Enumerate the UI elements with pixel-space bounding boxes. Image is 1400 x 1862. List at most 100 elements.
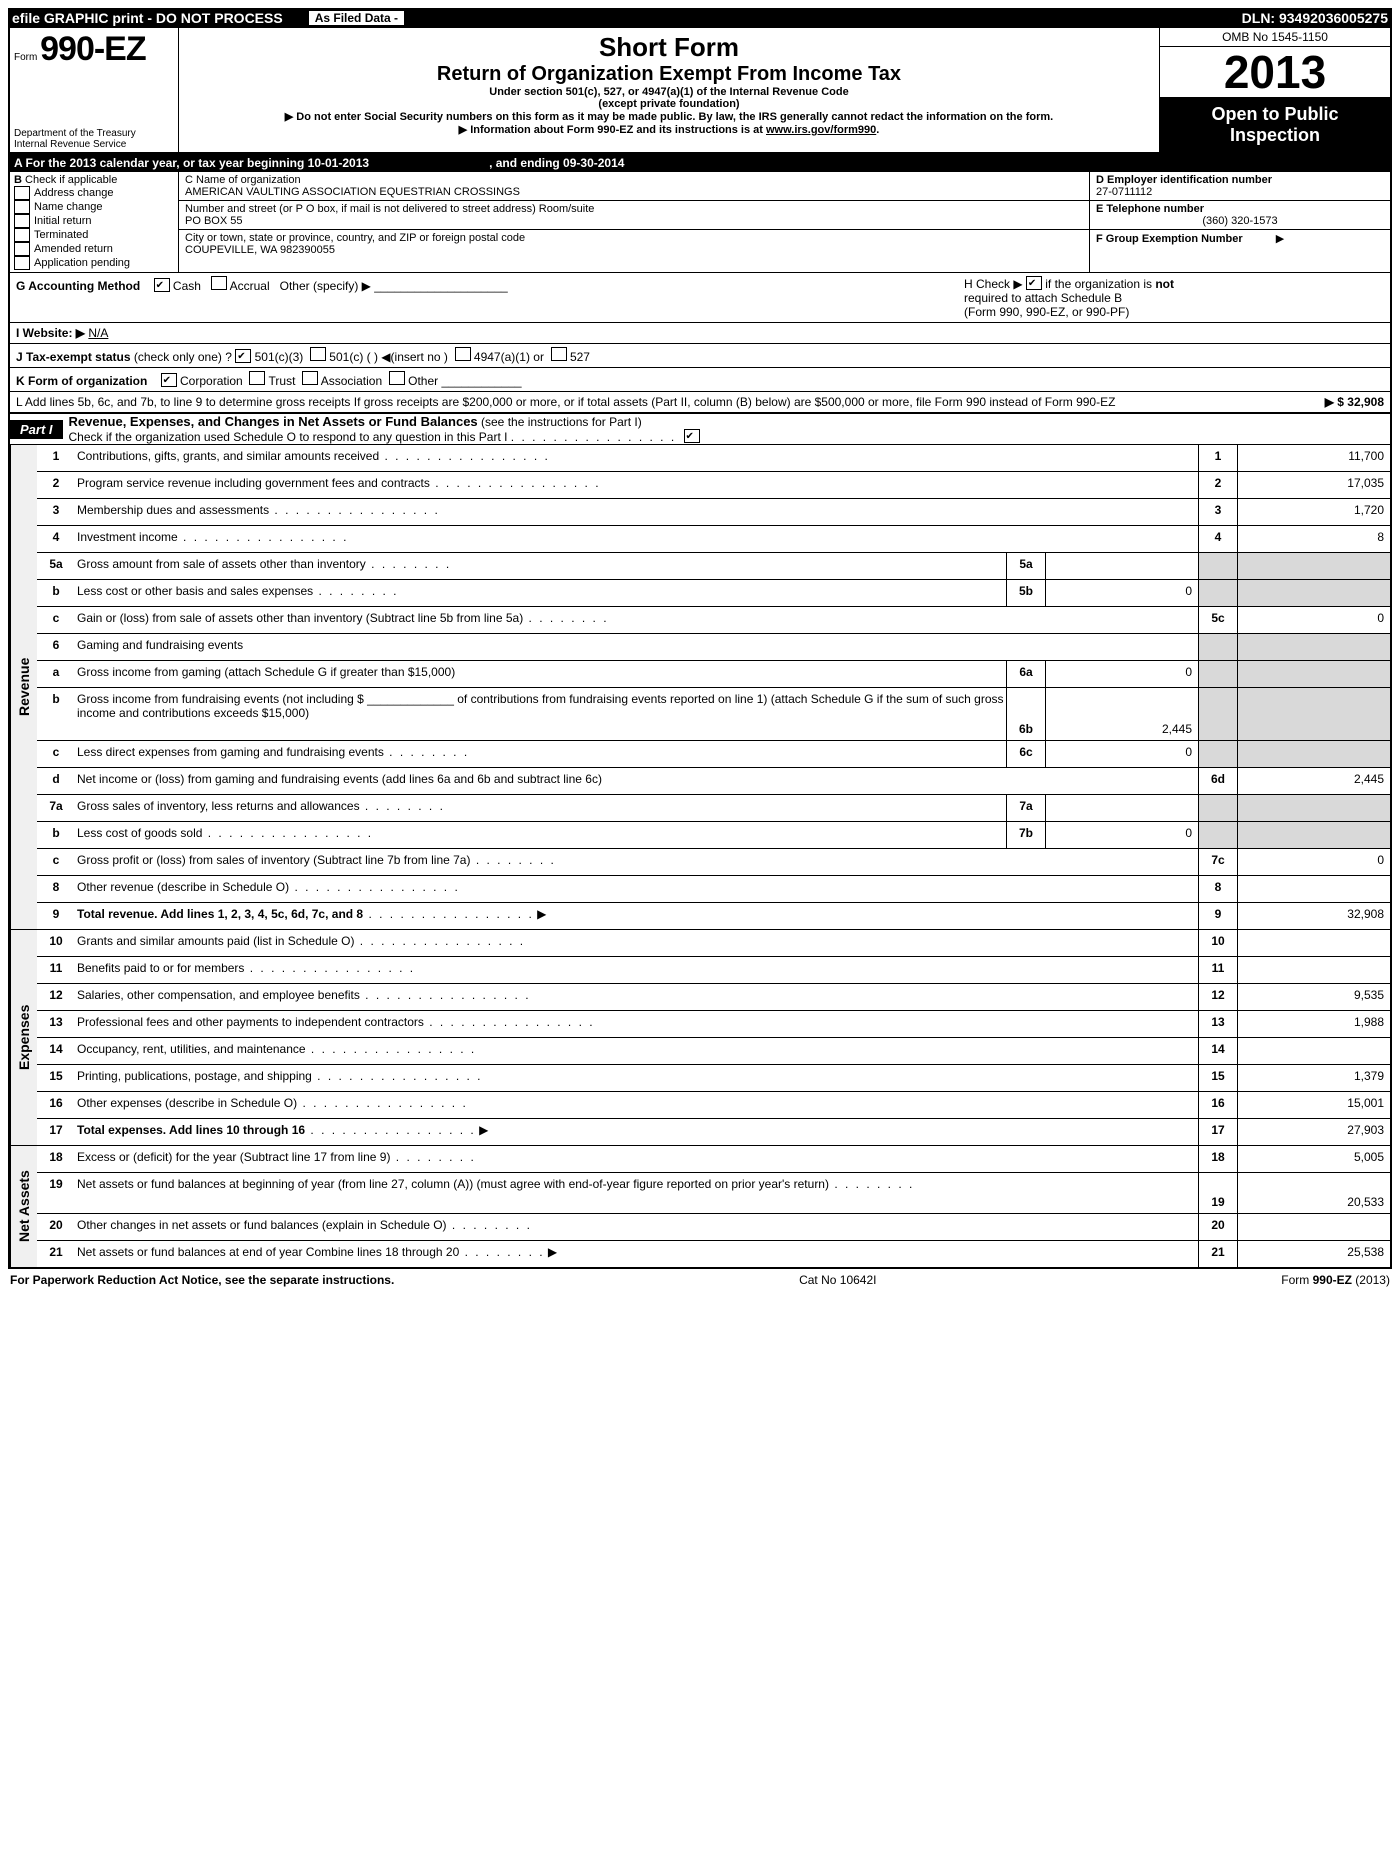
d-ein: 27-0711112 [1096, 186, 1152, 198]
ln5c-no: c [37, 607, 75, 633]
ln5a-sh1 [1198, 553, 1237, 579]
ln6b-desc: Gross income from fundraising events (no… [75, 688, 1006, 740]
chk-501c3[interactable] [235, 349, 251, 363]
ln3-no: 3 [37, 499, 75, 525]
chk-h[interactable] [1026, 276, 1042, 290]
chk-assoc[interactable] [302, 371, 318, 385]
expenses-block: Expenses 10Grants and similar amounts pa… [8, 930, 1392, 1146]
ln7c-desc: Gross profit or (loss) from sales of inv… [77, 853, 470, 867]
l-amount: ▶ $ 32,908 [1244, 395, 1384, 409]
k-assoc: Association [321, 374, 382, 388]
ln6-sh1 [1198, 634, 1237, 660]
ln4-rno: 4 [1198, 526, 1237, 552]
chk-pending[interactable]: Application pending [14, 256, 174, 270]
row-k: K Form of organization Corporation Trust… [8, 368, 1392, 392]
ln21-no: 21 [37, 1241, 75, 1267]
a-end: , and ending 09-30-2014 [489, 156, 624, 170]
ln5b-ival: 0 [1045, 580, 1198, 606]
ln3-desc: Membership dues and assessments [77, 503, 269, 517]
chk-scho[interactable] [684, 429, 700, 443]
ln5a-ino: 5a [1006, 553, 1045, 579]
subtitle-ssn: ▶ Do not enter Social Security numbers o… [185, 110, 1153, 123]
ln14-rno: 14 [1198, 1038, 1237, 1064]
ln15-rno: 15 [1198, 1065, 1237, 1091]
tax-year: 2013 [1160, 47, 1390, 98]
i-label: I Website: ▶ [16, 326, 85, 340]
col-b: B Check if applicable Address change Nam… [10, 172, 179, 272]
ln21-desc: Net assets or fund balances at end of ye… [77, 1245, 459, 1259]
side-expenses: Expenses [10, 930, 37, 1145]
ln6b-sh1 [1198, 688, 1237, 740]
dln-value: 93492036005275 [1279, 10, 1388, 26]
ln14-val [1237, 1038, 1390, 1064]
ln9-no: 9 [37, 903, 75, 929]
ln7a-sh1 [1198, 795, 1237, 821]
ln7a-desc: Gross sales of inventory, less returns a… [77, 799, 360, 813]
ln7a-ino: 7a [1006, 795, 1045, 821]
ln20-val [1237, 1214, 1390, 1240]
ln18-no: 18 [37, 1146, 75, 1172]
side-netassets: Net Assets [10, 1146, 37, 1267]
c-city-label: City or town, state or province, country… [185, 232, 1083, 244]
chk-initial[interactable]: Initial return [14, 214, 174, 228]
chk-501c[interactable] [310, 347, 326, 361]
header-left: Form 990-EZ Department of the Treasury I… [10, 28, 179, 152]
ln10-no: 10 [37, 930, 75, 956]
ln6a-sh2 [1237, 661, 1390, 687]
chk-527[interactable] [551, 347, 567, 361]
chk-accrual[interactable] [211, 276, 227, 290]
f-label: F Group Exemption Number [1096, 233, 1243, 245]
h-text2: if the organization is [1045, 277, 1152, 291]
title-short-form: Short Form [185, 32, 1153, 63]
chk-amended[interactable]: Amended return [14, 242, 174, 256]
ln5b-ino: 5b [1006, 580, 1045, 606]
part1-header: Part I Revenue, Expenses, and Changes in… [8, 414, 1392, 445]
ln15-desc: Printing, publications, postage, and shi… [77, 1069, 312, 1083]
chk-name[interactable]: Name change [14, 200, 174, 214]
chk-other[interactable] [389, 371, 405, 385]
form-prefix: Form [14, 52, 37, 63]
ln15-val: 1,379 [1237, 1065, 1390, 1091]
asfiled-label: As Filed Data - [309, 11, 404, 25]
chk-terminated[interactable]: Terminated [14, 228, 174, 242]
ln6b-ino: 6b [1006, 688, 1045, 740]
k-corp: Corporation [180, 374, 243, 388]
chk-address[interactable]: Address change [14, 186, 174, 200]
chk-4947[interactable] [455, 347, 471, 361]
ln6a-ival: 0 [1045, 661, 1198, 687]
ln4-no: 4 [37, 526, 75, 552]
irs-link[interactable]: www.irs.gov/form990 [766, 124, 876, 136]
ln6b-no: b [37, 688, 75, 740]
ln7b-sh2 [1237, 822, 1390, 848]
title-return: Return of Organization Exempt From Incom… [185, 63, 1153, 86]
d-label: D Employer identification number [1096, 174, 1272, 186]
ln6d-desc: Net income or (loss) from gaming and fun… [75, 768, 1198, 794]
c-street: PO BOX 55 [185, 215, 1083, 227]
ln1-no: 1 [37, 445, 75, 471]
ln5b-sh1 [1198, 580, 1237, 606]
ln8-val [1237, 876, 1390, 902]
ln5a-sh2 [1237, 553, 1390, 579]
part1-title: Revenue, Expenses, and Changes in Net As… [63, 414, 478, 429]
ln6c-sh2 [1237, 741, 1390, 767]
ln19-rno: 19 [1198, 1173, 1237, 1213]
ln10-rno: 10 [1198, 930, 1237, 956]
f-arrow: ▶ [1246, 233, 1284, 245]
h-not: not [1155, 277, 1174, 291]
efile-label: efile GRAPHIC print - DO NOT PROCESS [12, 10, 283, 26]
ln6d-no: d [37, 768, 75, 794]
page-footer: For Paperwork Reduction Act Notice, see … [8, 1269, 1392, 1291]
ln7b-ino: 7b [1006, 822, 1045, 848]
chk-cash[interactable] [154, 278, 170, 292]
j-label: J Tax-exempt status [16, 350, 131, 364]
chk-corp[interactable] [161, 373, 177, 387]
subtitle-info: ▶ Information about Form 990-EZ and its … [185, 123, 1153, 136]
ln16-desc: Other expenses (describe in Schedule O) [77, 1096, 297, 1110]
ln2-rno: 2 [1198, 472, 1237, 498]
topbar: efile GRAPHIC print - DO NOT PROCESS As … [8, 8, 1392, 28]
ln9-rno: 9 [1198, 903, 1237, 929]
ln20-desc: Other changes in net assets or fund bala… [77, 1218, 447, 1232]
ln6-desc: Gaming and fundraising events [75, 634, 1198, 660]
j-note: (check only one) ? [134, 350, 232, 364]
chk-trust[interactable] [249, 371, 265, 385]
